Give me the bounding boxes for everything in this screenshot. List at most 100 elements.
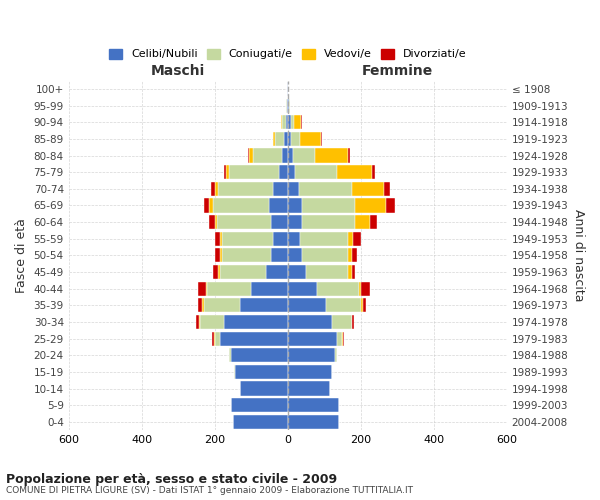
Bar	[385, 182, 390, 196]
Bar	[215, 248, 220, 262]
Bar	[240, 382, 287, 396]
Bar	[370, 215, 377, 229]
Bar	[202, 298, 204, 312]
Bar	[282, 148, 287, 162]
Bar	[335, 348, 337, 362]
Bar	[348, 148, 350, 162]
Text: Popolazione per età, sesso e stato civile - 2009: Popolazione per età, sesso e stato civil…	[6, 472, 337, 486]
Bar	[343, 332, 344, 345]
Bar	[220, 265, 266, 279]
Bar	[226, 165, 229, 180]
Bar	[287, 382, 329, 396]
Bar	[287, 265, 306, 279]
Bar	[352, 248, 357, 262]
Bar	[284, 132, 287, 146]
Text: Maschi: Maschi	[151, 64, 205, 78]
Bar	[229, 348, 231, 362]
Legend: Celibi/Nubili, Coniugati/e, Vedovi/e, Divorziati/e: Celibi/Nubili, Coniugati/e, Vedovi/e, Di…	[104, 44, 471, 64]
Bar	[359, 282, 361, 296]
Bar	[302, 215, 355, 229]
Bar	[353, 232, 361, 246]
Bar	[289, 98, 290, 112]
Bar	[287, 348, 335, 362]
Bar	[287, 148, 293, 162]
Bar	[278, 165, 287, 180]
Bar	[302, 248, 348, 262]
Bar	[293, 148, 315, 162]
Bar	[222, 232, 273, 246]
Bar	[301, 132, 320, 146]
Bar	[217, 215, 271, 229]
Bar	[331, 315, 352, 329]
Bar	[352, 315, 354, 329]
Bar	[287, 282, 317, 296]
Bar	[251, 282, 287, 296]
Bar	[320, 132, 322, 146]
Bar	[200, 315, 224, 329]
Bar	[213, 198, 269, 212]
Bar	[315, 148, 348, 162]
Bar	[273, 182, 287, 196]
Bar	[290, 115, 293, 130]
Bar	[275, 132, 284, 146]
Bar	[286, 115, 287, 130]
Bar	[233, 414, 287, 429]
Bar	[287, 248, 302, 262]
Text: Femmine: Femmine	[362, 64, 433, 78]
Bar	[231, 398, 287, 412]
Bar	[199, 315, 200, 329]
Bar	[287, 315, 331, 329]
Bar	[220, 248, 222, 262]
Bar	[287, 298, 326, 312]
Bar	[287, 182, 299, 196]
Y-axis label: Anni di nascita: Anni di nascita	[572, 209, 585, 302]
Bar	[273, 232, 287, 246]
Bar	[248, 148, 250, 162]
Bar	[287, 132, 292, 146]
Bar	[281, 115, 282, 130]
Bar	[348, 265, 352, 279]
Y-axis label: Fasce di età: Fasce di età	[15, 218, 28, 293]
Bar	[301, 232, 348, 246]
Bar	[287, 398, 339, 412]
Bar	[287, 215, 302, 229]
Bar	[348, 232, 353, 246]
Bar	[348, 248, 352, 262]
Bar	[287, 198, 302, 212]
Bar	[271, 248, 287, 262]
Bar	[234, 365, 235, 379]
Bar	[287, 332, 337, 345]
Bar	[361, 298, 362, 312]
Bar	[253, 148, 282, 162]
Bar	[222, 248, 271, 262]
Bar	[215, 332, 220, 345]
Bar	[208, 282, 251, 296]
Bar	[337, 165, 371, 180]
Bar	[209, 215, 215, 229]
Bar	[196, 315, 199, 329]
Bar	[362, 298, 366, 312]
Bar	[287, 82, 289, 96]
Bar	[240, 298, 287, 312]
Bar	[214, 332, 215, 345]
Bar	[220, 232, 222, 246]
Bar	[352, 265, 355, 279]
Bar	[218, 265, 220, 279]
Bar	[206, 282, 208, 296]
Bar	[337, 332, 343, 345]
Bar	[213, 265, 218, 279]
Bar	[295, 165, 337, 180]
Bar	[355, 198, 386, 212]
Bar	[215, 232, 220, 246]
Bar	[293, 115, 301, 130]
Bar	[302, 198, 355, 212]
Bar	[224, 165, 226, 180]
Bar	[215, 215, 217, 229]
Bar	[326, 298, 361, 312]
Bar	[209, 198, 213, 212]
Bar	[331, 365, 332, 379]
Text: COMUNE DI PIETRA LIGURE (SV) - Dati ISTAT 1° gennaio 2009 - Elaborazione TUTTITA: COMUNE DI PIETRA LIGURE (SV) - Dati ISTA…	[6, 486, 413, 495]
Bar	[204, 198, 209, 212]
Bar	[282, 115, 286, 130]
Bar	[287, 414, 339, 429]
